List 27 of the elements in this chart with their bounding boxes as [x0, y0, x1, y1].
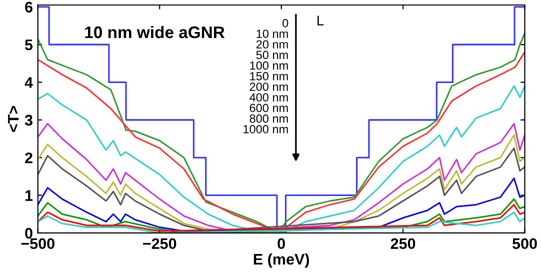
annotation: 400 nm [250, 93, 288, 102]
annotation: 0 [282, 18, 288, 28]
annotation: 20 nm [256, 40, 288, 49]
y-tick-label: 0 [25, 228, 32, 239]
y-tick-label: 4 [24, 77, 33, 88]
y-tick-label: 2 [25, 152, 32, 164]
x-axis-title: E (meV) [254, 253, 309, 268]
annotation: 10 nm [256, 30, 288, 38]
annotation: 200 nm [250, 82, 288, 91]
annotation: 600 nm [250, 104, 288, 112]
y-tick-label: 6 [25, 2, 32, 13]
y-tick-label: 5 [24, 40, 33, 50]
annotation: 150 nm [250, 72, 288, 80]
x-tick-label: 250 [390, 238, 416, 250]
annotation: 100 nm [250, 61, 288, 70]
x-tick-label: 0 [278, 238, 285, 250]
x-tick-label: −500 [21, 238, 54, 250]
annotation: L [318, 16, 324, 26]
y-axis-title: <T> [8, 106, 19, 132]
y-tick-label: 3 [24, 114, 32, 126]
annotation: 10 nm wide aGNR [85, 26, 225, 38]
annotation: 800 nm [250, 114, 288, 123]
annotation: 50 nm [256, 50, 288, 60]
y-tick-label: 1 [25, 190, 33, 201]
x-tick-label: 500 [512, 238, 537, 250]
annotation: 1000 nm [244, 124, 288, 134]
x-tick-label: −250 [143, 238, 176, 250]
